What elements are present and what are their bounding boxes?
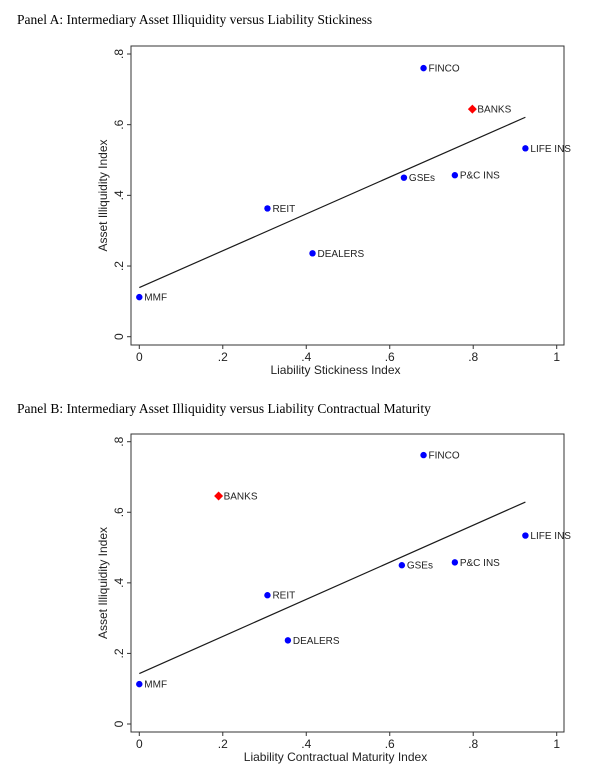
x-tick-label: .2 bbox=[218, 350, 228, 364]
y-tick-label: .2 bbox=[112, 261, 126, 271]
y-tick-label: .4 bbox=[112, 578, 126, 588]
fit-line bbox=[139, 116, 526, 289]
data-point bbox=[264, 205, 271, 212]
x-tick-label: .8 bbox=[468, 737, 478, 751]
data-point bbox=[400, 174, 408, 181]
point-label: GSEs bbox=[407, 561, 433, 572]
data-point bbox=[522, 145, 529, 152]
point-label: REIT bbox=[272, 204, 295, 215]
fit-line bbox=[139, 501, 526, 675]
data-point bbox=[420, 64, 427, 72]
point-label: MMF bbox=[144, 680, 167, 691]
y-tick-label: .6 bbox=[112, 119, 126, 129]
data-point bbox=[451, 559, 459, 566]
data-point bbox=[420, 451, 427, 459]
point-label: DEALERS bbox=[318, 249, 365, 260]
y-tick-label: .6 bbox=[112, 507, 126, 517]
x-axis-label: Liability Contractual Maturity Index bbox=[244, 750, 427, 764]
x-tick-label: .6 bbox=[385, 737, 395, 751]
x-tick-label: .8 bbox=[468, 350, 478, 364]
point-label: BANKS bbox=[477, 105, 511, 116]
chart-title: Panel B: Intermediary Asset Illiquidity … bbox=[17, 401, 431, 416]
x-tick-label: .4 bbox=[301, 350, 311, 364]
panel-a: Panel A: Intermediary Asset Illiquidity … bbox=[17, 12, 571, 377]
point-label: DEALERS bbox=[293, 636, 340, 647]
plot-frame bbox=[130, 433, 565, 733]
y-axis-label: Asset Illiquidity Index bbox=[96, 139, 110, 251]
y-tick-label: 0 bbox=[112, 720, 126, 727]
point-label: LIFE INS bbox=[530, 144, 571, 155]
data-point bbox=[451, 172, 459, 179]
point-label: LIFE INS bbox=[530, 531, 571, 542]
panel-b: Panel B: Intermediary Asset Illiquidity … bbox=[17, 401, 571, 764]
data-point bbox=[309, 250, 316, 257]
data-point-highlight bbox=[214, 491, 224, 501]
x-tick-label: 1 bbox=[553, 737, 560, 751]
point-label: FINCO bbox=[429, 451, 460, 462]
y-tick-label: .2 bbox=[112, 648, 126, 658]
data-point bbox=[136, 680, 143, 688]
x-tick-label: 1 bbox=[553, 350, 560, 364]
data-point bbox=[398, 562, 406, 569]
y-axis-label: Asset Illiquidity Index bbox=[96, 527, 110, 639]
point-label: MMF bbox=[144, 293, 167, 304]
point-label: REIT bbox=[272, 591, 295, 602]
x-tick-label: .4 bbox=[301, 737, 311, 751]
point-label: P&C INS bbox=[460, 171, 500, 182]
data-point-highlight bbox=[467, 104, 477, 114]
data-point bbox=[264, 592, 271, 599]
point-label: GSEs bbox=[409, 173, 435, 184]
y-tick-label: .8 bbox=[112, 49, 126, 59]
x-tick-label: .6 bbox=[385, 350, 395, 364]
x-axis-label: Liability Stickiness Index bbox=[270, 363, 400, 377]
point-label: P&C INS bbox=[460, 558, 500, 569]
chart-title: Panel A: Intermediary Asset Illiquidity … bbox=[17, 12, 372, 27]
point-label: BANKS bbox=[224, 492, 258, 503]
x-tick-label: .2 bbox=[218, 737, 228, 751]
x-tick-label: 0 bbox=[136, 350, 143, 364]
point-label: FINCO bbox=[429, 64, 460, 75]
y-tick-label: .8 bbox=[112, 436, 126, 446]
data-point bbox=[284, 637, 292, 644]
y-tick-label: 0 bbox=[112, 333, 126, 340]
data-point bbox=[522, 532, 529, 539]
y-tick-label: .4 bbox=[112, 190, 126, 200]
x-tick-label: 0 bbox=[136, 737, 143, 751]
data-point bbox=[136, 293, 143, 301]
